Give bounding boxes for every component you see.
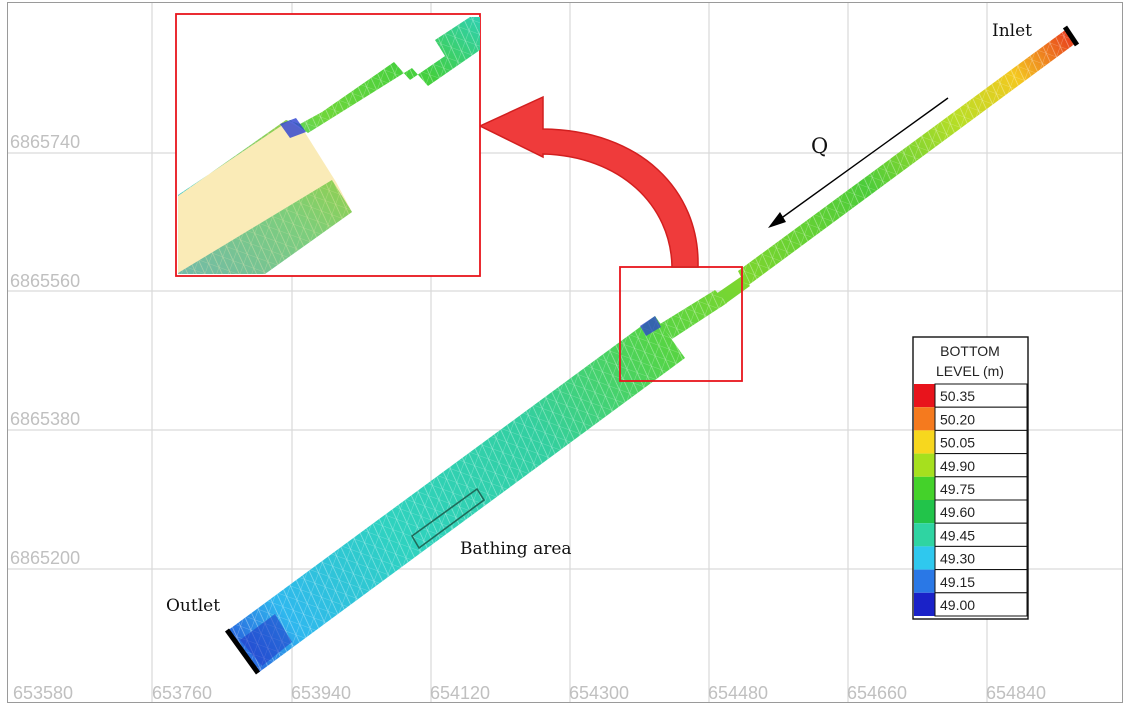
legend-swatch: [914, 476, 935, 500]
legend-swatch: [914, 430, 935, 454]
outlet-boundary: [224, 628, 261, 675]
legend-value: 49.15: [940, 574, 975, 590]
channel-upper-overlay: [660, 290, 727, 339]
flow-label: Q: [811, 134, 828, 158]
deep-notch: [640, 316, 661, 336]
y-tick-label: 6865560: [10, 271, 80, 291]
legend-swatch: [914, 500, 935, 524]
legend: BOTTOM LEVEL (m) 50.35 50.20 50.05 49.90 49.…: [912, 336, 1029, 620]
y-tick-labels: 6865740 6865560 6865380 6865200: [10, 132, 80, 568]
legend-value: 49.45: [940, 527, 975, 543]
legend-swatch: [914, 407, 935, 431]
legend-swatch: [914, 592, 935, 616]
outlet-deep-zone: [240, 614, 292, 666]
inset-mesh: [178, 17, 480, 274]
bathing-area-box: [410, 487, 486, 550]
channel-mesh: [227, 28, 1076, 673]
x-tick-label: 654480: [708, 683, 768, 703]
legend-value: 50.35: [940, 388, 975, 404]
legend-rows: 50.35 50.20 50.05 49.90 49.75 49.60 49.45 49.30…: [914, 383, 1028, 617]
y-tick-label: 6865740: [10, 132, 80, 152]
legend-value: 49.60: [940, 504, 975, 520]
x-tick-label: 653760: [152, 683, 212, 703]
y-tick-label: 6865200: [10, 548, 80, 568]
legend-swatch: [914, 569, 935, 593]
x-tick-label: 653940: [291, 683, 351, 703]
x-tick-label: 654300: [569, 683, 629, 703]
bathing-area-label: Bathing area: [460, 539, 572, 559]
outlet-label: Outlet: [166, 596, 220, 616]
legend-value: 50.20: [940, 411, 975, 427]
inset-box: [175, 13, 481, 277]
x-tick-labels: 653580 653760 653940 654120 654300 65448…: [13, 683, 1046, 703]
zoom-arrow: [478, 95, 699, 268]
legend-value-cell: [934, 592, 1028, 617]
legend-title-line2: LEVEL (m): [936, 363, 1004, 379]
legend-title-line1: BOTTOM: [940, 343, 1000, 359]
channel-upper-overlay-2: [738, 28, 1076, 287]
x-tick-label: 654840: [986, 683, 1046, 703]
channel-body-overlay: [227, 316, 685, 673]
legend-swatch: [914, 384, 935, 408]
x-tick-label: 654660: [847, 683, 907, 703]
y-tick-label: 6865380: [10, 409, 80, 429]
x-tick-label: 654120: [430, 683, 490, 703]
legend-swatch: [914, 523, 935, 547]
inlet-label: Inlet: [992, 21, 1032, 41]
inlet-boundary: [1062, 25, 1080, 47]
legend-value: 49.90: [940, 458, 975, 474]
legend-value: 49.00: [940, 597, 975, 613]
legend-value: 50.05: [940, 435, 975, 451]
legend-swatch: [914, 546, 935, 570]
x-tick-label: 653580: [13, 683, 73, 703]
legend-swatch: [914, 453, 935, 477]
legend-value: 49.30: [940, 551, 975, 567]
legend-value: 49.75: [940, 481, 975, 497]
flow-arrow: [768, 97, 949, 228]
